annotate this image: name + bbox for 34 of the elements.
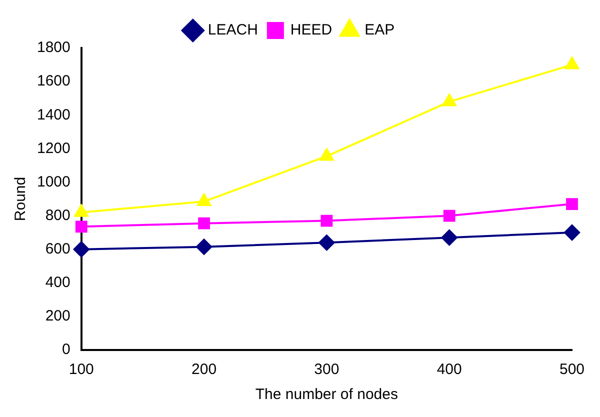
point [442,94,456,106]
point [196,194,212,206]
y-tick-label: 0 [62,341,70,358]
point [318,234,335,251]
y-tick-label: 600 [45,240,70,258]
legend-label: EAP [364,22,395,39]
y-tick-label: 1200 [36,140,70,157]
x-tick-label: 500 [559,361,585,378]
point [320,148,334,161]
y-tick-label: 400 [45,274,70,292]
point [320,214,333,227]
legend-label: LEACH [208,22,258,39]
point [198,217,210,230]
point [75,220,88,233]
x-tick-label: 200 [192,361,217,378]
legend-label: HEED [290,22,332,39]
y-tick-label: 800 [45,206,70,224]
y-tick-label: 1400 [36,106,70,124]
point [441,230,458,246]
point [566,198,578,210]
y-tick-label: 200 [45,308,70,325]
y-tick-label: 1800 [36,39,70,56]
point [564,224,580,241]
y-tick-label: 1000 [36,173,70,190]
point [73,241,90,258]
x-tick-label: 100 [68,361,94,378]
point [443,210,456,222]
point [196,238,212,255]
x-tick-label: 300 [314,361,340,378]
point [564,56,580,70]
x-tick-label: 400 [436,361,462,378]
y-tick-label: 1600 [36,72,70,90]
x-axis-title: The number of nodes [255,386,398,404]
y-axis-title: Round [12,176,30,222]
